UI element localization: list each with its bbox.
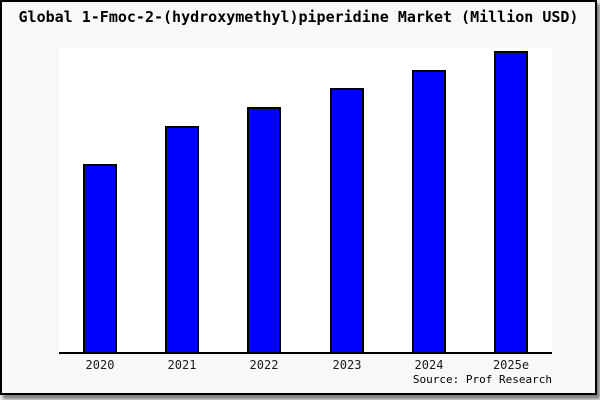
bar-2024: [412, 70, 446, 352]
chart-title: Global 1-Fmoc-2-(hydroxymethyl)piperidin…: [18, 8, 579, 26]
bar-2022: [247, 107, 281, 352]
plot-area: [59, 48, 552, 354]
bar-2023: [330, 88, 364, 352]
x-tick-label-2024: 2024: [414, 358, 444, 372]
x-tick-label-2020: 2020: [85, 358, 115, 372]
chart-canvas: Global 1-Fmoc-2-(hydroxymethyl)piperidin…: [2, 2, 595, 393]
x-tick-label-2021: 2021: [167, 358, 197, 372]
bar-2025e: [494, 51, 528, 352]
x-tick-label-2022: 2022: [249, 358, 279, 372]
x-axis-labels: 2020 2021 2022 2023 2024 2025e: [59, 358, 552, 374]
bar-2020: [83, 164, 117, 352]
bar-2021: [165, 126, 199, 352]
x-tick-label-2023: 2023: [332, 358, 362, 372]
x-tick-label-2025e: 2025e: [492, 358, 530, 372]
source-credit: Source: Prof Research: [412, 373, 552, 386]
